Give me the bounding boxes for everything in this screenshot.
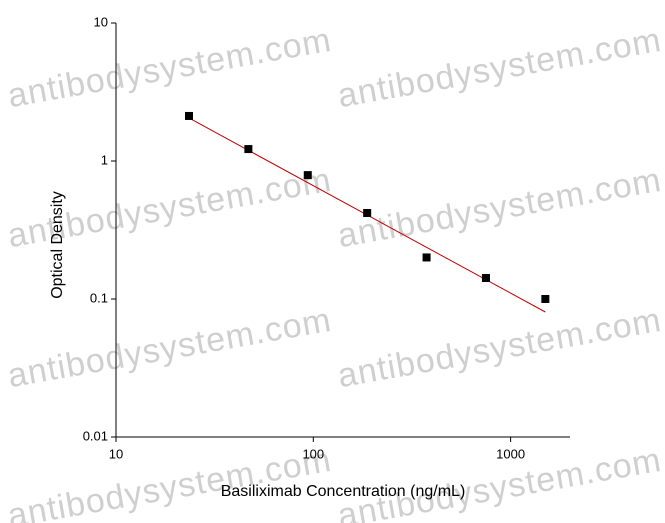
watermark: antibodysystem.com	[5, 21, 335, 115]
x-tick-label: 100	[302, 446, 324, 461]
point	[184, 111, 193, 120]
x-tick-label: 10	[109, 446, 123, 461]
point	[244, 145, 253, 154]
point	[422, 253, 431, 262]
x-axis-title: Basiliximab Concentration (ng/mL)	[221, 483, 466, 500]
watermark: antibodysystem.com	[5, 301, 335, 395]
point	[481, 273, 490, 282]
y-tick-label: 10	[94, 14, 108, 29]
point	[303, 171, 312, 180]
watermarks: antibodysystem.com antibodysystem.comanti…	[5, 21, 665, 523]
y-tick-label: 0.01	[83, 428, 108, 443]
y-axis-title: Optical Density	[49, 191, 66, 299]
y-tick-label: 1	[101, 152, 108, 167]
point	[363, 208, 372, 217]
watermark: antibodysystem.com	[335, 161, 665, 255]
watermark: antibodysystem.com	[5, 441, 335, 523]
point	[541, 295, 550, 303]
x-tick-label: 1000	[496, 446, 525, 461]
watermark: antibodysystem.com	[335, 301, 665, 395]
y-tick-label: 0.1	[90, 290, 108, 305]
watermark: antibodysystem.com	[335, 21, 665, 115]
